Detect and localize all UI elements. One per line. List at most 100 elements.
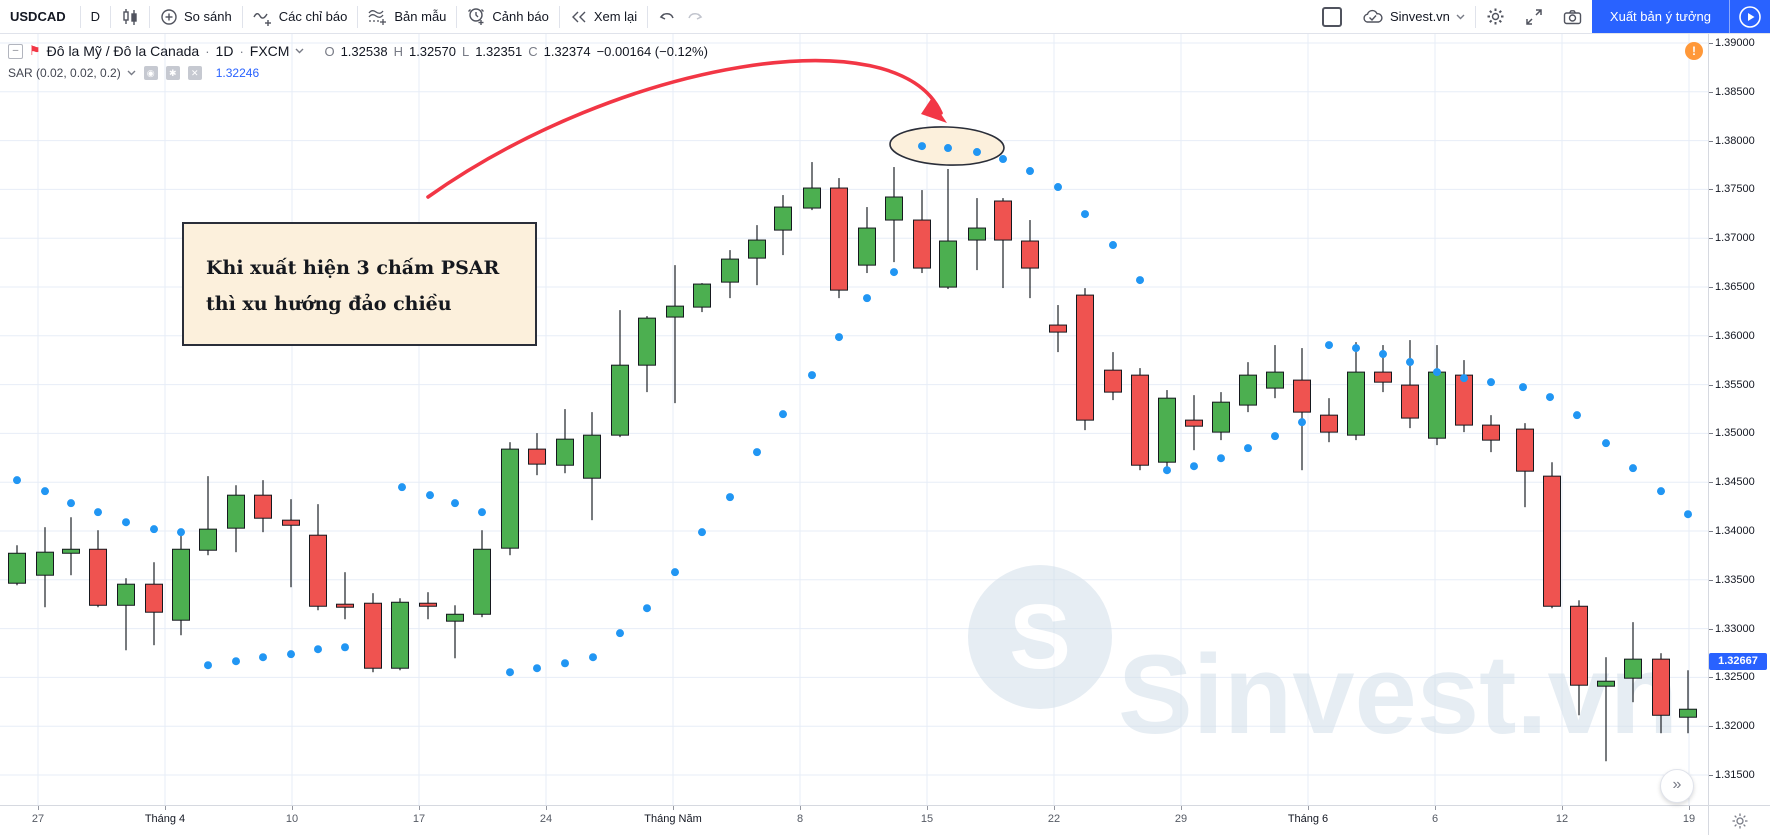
time-day-label: 8: [796, 813, 804, 825]
price-tick-label: 1.39000: [1715, 37, 1755, 49]
psar-dot: [204, 661, 212, 670]
change-value: −0.00164 (−0.12%): [596, 43, 708, 59]
time-month-label: Tháng 6: [1287, 813, 1329, 825]
interval-button[interactable]: D: [81, 0, 110, 33]
indicator-value: 1.32246: [215, 66, 260, 80]
low-letter: L: [461, 43, 470, 59]
compare-button[interactable]: So sánh: [150, 0, 242, 33]
layout-button[interactable]: [1312, 0, 1352, 33]
psar-dot: [232, 657, 240, 666]
indicator-remove-icon[interactable]: ✕: [187, 66, 202, 80]
price-tick-label: 1.36500: [1715, 281, 1755, 293]
indicator-name[interactable]: SAR (0.02, 0.02, 0.2): [8, 66, 121, 80]
candle-down: [1652, 658, 1670, 716]
indicator-eye-icon[interactable]: ◉: [143, 66, 158, 80]
psar-dot: [1602, 439, 1610, 448]
indicator-settings-icon[interactable]: ✱: [165, 66, 180, 80]
psar-dot: [1163, 466, 1171, 475]
psar-dot: [150, 525, 158, 534]
candle-up: [473, 548, 491, 615]
price-tick-mark: [1709, 287, 1713, 288]
psar-dot: [1244, 444, 1252, 453]
price-tick-label: 1.35000: [1715, 427, 1755, 440]
candle-down: [282, 519, 300, 526]
alert-warning-badge[interactable]: !: [1685, 42, 1703, 60]
price-tick-mark: [1709, 384, 1713, 386]
templates-button[interactable]: Bản mẫu: [358, 0, 456, 33]
legend-exchange[interactable]: FXCM: [249, 43, 290, 59]
psar-dot: [1379, 350, 1387, 359]
publish-play-button[interactable]: [1729, 0, 1770, 33]
replay-button[interactable]: Xem lại: [560, 0, 647, 33]
candle-down: [1543, 475, 1561, 607]
compare-label: So sánh: [184, 9, 232, 24]
settings-button[interactable]: [1476, 0, 1515, 33]
time-day-label: 15: [920, 813, 934, 825]
legend-collapse-icon[interactable]: –: [8, 43, 23, 59]
publish-idea-button[interactable]: Xuất bản ý tưởng: [1591, 0, 1729, 33]
psar-dot: [94, 508, 102, 517]
psar-dot: [779, 410, 787, 419]
time-day-label: 29: [1174, 813, 1188, 825]
candle-up: [693, 283, 711, 308]
candle-down: [1185, 419, 1203, 427]
legend-separator: ·: [239, 43, 244, 59]
cloud-account-button[interactable]: Sinvest.vn: [1352, 0, 1475, 33]
candlestick-chart[interactable]: S Sinvest.vn: [0, 33, 1708, 805]
time-tick-mark: [1181, 806, 1182, 810]
screenshot-button[interactable]: [1553, 0, 1592, 33]
psar-dot: [1352, 344, 1360, 353]
time-tick-mark: [1054, 806, 1055, 810]
candle-up: [446, 613, 464, 622]
candle-down: [1104, 369, 1122, 393]
alert-label: Cảnh báo: [492, 9, 549, 24]
alert-button[interactable]: Cảnh báo: [457, 0, 558, 33]
scroll-to-latest-button[interactable]: »: [1660, 769, 1694, 803]
interval-label: D: [90, 9, 101, 24]
fullscreen-button[interactable]: [1515, 0, 1553, 33]
chart-canvas[interactable]: S Sinvest.vn: [0, 33, 1708, 805]
chevron-down-icon[interactable]: [127, 70, 136, 76]
candle-down: [1076, 294, 1094, 421]
price-tick-label: 1.37500: [1715, 183, 1755, 196]
time-tick-mark: [38, 806, 39, 810]
toolbar-divider: [357, 5, 359, 28]
candle-up: [117, 583, 135, 606]
arrow-drawing[interactable]: [426, 58, 947, 199]
psar-dot: [1406, 358, 1414, 367]
chevron-down-icon[interactable]: [295, 48, 304, 54]
flag-icon[interactable]: ⚑: [29, 43, 41, 58]
candle-up: [1347, 371, 1365, 436]
indicators-button[interactable]: Các chỉ báo: [243, 0, 358, 33]
price-tick-label: 1.38000: [1715, 134, 1755, 147]
account-label: Sinvest.vn: [1389, 9, 1450, 24]
redo-button[interactable]: [686, 0, 714, 33]
toolbar-divider: [456, 5, 458, 28]
legend-interval[interactable]: 1D: [215, 43, 234, 59]
psar-dot: [122, 518, 130, 527]
chart-style-button[interactable]: [111, 0, 149, 33]
psar-dot: [1629, 464, 1637, 473]
undo-button[interactable]: [648, 0, 686, 33]
psar-dot: [177, 528, 185, 537]
candle-up: [556, 438, 574, 466]
price-axis[interactable]: 1.39000 1.38500 1.38000 1.37500 1.37000 1.365…: [1708, 33, 1770, 805]
templates-label: Bản mẫu: [394, 9, 447, 24]
candle-down: [830, 187, 848, 291]
time-month-label: Tháng 4: [144, 813, 186, 825]
symbol-button[interactable]: USDCAD: [0, 0, 80, 33]
axis-settings-cell[interactable]: [1708, 805, 1770, 835]
price-tick-mark: [1709, 43, 1713, 44]
psar-dot: [1136, 276, 1144, 285]
candle-down: [1293, 379, 1311, 413]
time-tick-mark: [165, 806, 166, 810]
annotation-text-box[interactable]: Khi xuất hiện 3 chấm PSAR thì xu hướng đ…: [182, 222, 537, 346]
psar-dot: [616, 629, 624, 638]
gridlines: [0, 33, 1708, 805]
price-tick-mark: [1709, 628, 1713, 630]
symbol-title[interactable]: Đô la Mỹ / Đô la Canada: [46, 43, 200, 59]
top-toolbar: USDCAD D So sánh Các chỉ báo: [0, 0, 1770, 34]
alarm-clock-icon: [467, 7, 486, 26]
candle-up: [1428, 371, 1446, 439]
time-axis[interactable]: 27 Tháng 4 10 17 24 Tháng Năm 8 15 22 29 Tháng 6 6 1…: [0, 805, 1708, 835]
